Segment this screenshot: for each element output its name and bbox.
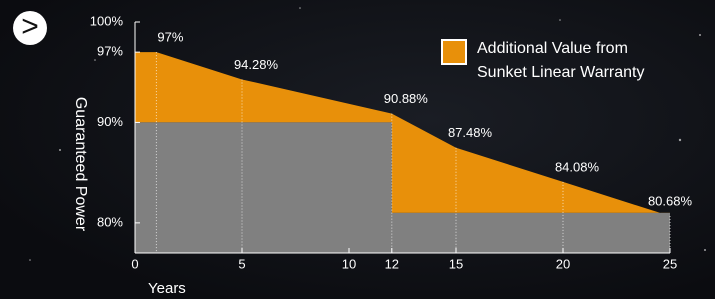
- data-label: 90.88%: [384, 91, 429, 106]
- data-label: 87.48%: [448, 125, 493, 140]
- y-tick-label: 97%: [97, 44, 123, 59]
- x-tick-label: 20: [556, 256, 570, 271]
- legend-label: Additional Value from Sunket Linear Warr…: [477, 37, 682, 85]
- y-tick-label: 80%: [97, 214, 123, 229]
- x-tick-label: 0: [131, 256, 138, 271]
- y-tick-label: 100%: [90, 13, 124, 28]
- legend: Additional Value from Sunket Linear Warr…: [441, 37, 682, 85]
- data-label: 94.28%: [234, 57, 279, 72]
- x-tick-label: 15: [449, 256, 463, 271]
- next-button[interactable]: >: [13, 11, 47, 45]
- x-tick-label: 10: [342, 256, 356, 271]
- x-tick-label: 5: [238, 256, 245, 271]
- x-tick-label: 25: [663, 256, 677, 271]
- data-label: 97%: [157, 30, 183, 45]
- x-tick-label: 12: [385, 256, 399, 271]
- data-label: 80.68%: [648, 193, 693, 208]
- data-label: 84.08%: [555, 159, 600, 174]
- legend-swatch: [441, 39, 467, 65]
- page: Guaranteed Power Years 97% 94.28% 90.88% 87…: [0, 0, 715, 299]
- x-axis-label: Years: [148, 280, 186, 297]
- y-axis-label: Guaranteed Power: [72, 97, 89, 232]
- y-tick-label: 90%: [97, 114, 123, 129]
